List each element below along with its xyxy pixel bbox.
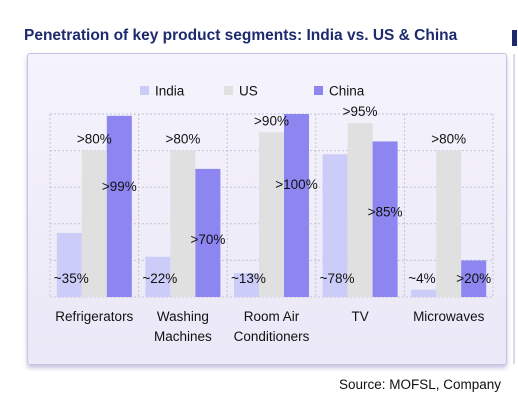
bar-us	[259, 132, 284, 297]
source-note: Source: MOFSL, Company	[339, 377, 502, 392]
bar-us	[81, 150, 107, 297]
category-label: Refrigerators	[55, 309, 133, 324]
category-label: Conditioners	[234, 329, 310, 344]
data-label-india: ~35%	[54, 271, 89, 286]
bar-india	[411, 289, 437, 297]
data-label-china: >70%	[190, 232, 225, 247]
category-label: Room Air	[244, 309, 300, 324]
bar-us	[436, 150, 462, 297]
bar-china	[461, 260, 487, 297]
data-label-china: >100%	[275, 177, 317, 192]
data-label-india: ~13%	[231, 271, 266, 286]
bar-china	[195, 168, 221, 297]
adjacent-panel-marker	[512, 30, 517, 46]
data-label-us: >80%	[431, 132, 466, 147]
data-label-us: >95%	[343, 104, 378, 119]
data-label-india: ~78%	[320, 271, 355, 286]
data-label-india: ~4%	[408, 271, 435, 286]
category-label: Machines	[154, 329, 212, 344]
data-label-china: >20%	[456, 271, 491, 286]
bar-india	[145, 256, 171, 297]
category-label: Microwaves	[413, 309, 485, 324]
legend-label-us: US	[239, 84, 258, 99]
data-label-us: >80%	[165, 132, 200, 147]
data-label-china: >99%	[102, 179, 137, 194]
category-label: Washing	[157, 309, 209, 324]
category-label: TV	[351, 309, 368, 324]
bar-us	[347, 123, 373, 298]
bar-china	[372, 141, 398, 297]
bar-us	[170, 150, 196, 297]
data-label-us: >80%	[77, 132, 112, 147]
adjacent-panel-border	[513, 54, 515, 364]
data-label-china: >85%	[368, 204, 403, 219]
legend-swatch-us	[224, 86, 233, 95]
bar-china	[106, 115, 132, 297]
legend-label-china: China	[329, 84, 365, 99]
data-label-us: >90%	[254, 113, 289, 128]
bar-india	[322, 154, 348, 297]
legend-label-india: India	[155, 84, 185, 99]
chart-title: Penetration of key product segments: Ind…	[24, 27, 458, 44]
bar-india	[234, 273, 259, 297]
bar-china	[284, 114, 309, 297]
legend-swatch-china	[314, 86, 323, 95]
bar-india	[56, 232, 82, 297]
data-label-india: ~22%	[142, 271, 177, 286]
legend-swatch-india	[140, 86, 149, 95]
